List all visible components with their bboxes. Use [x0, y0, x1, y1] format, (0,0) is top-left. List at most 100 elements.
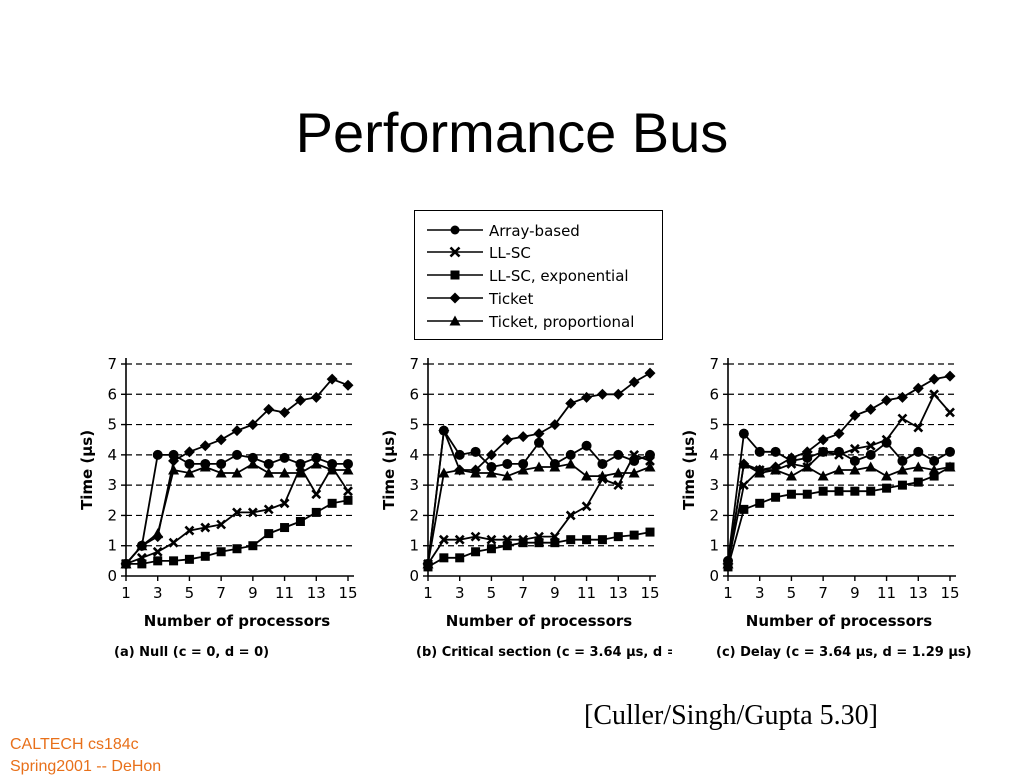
data-point — [629, 449, 640, 460]
data-point — [549, 461, 561, 472]
data-point — [882, 483, 892, 493]
circle-marker-icon — [427, 225, 483, 235]
data-point — [613, 532, 623, 542]
data-point — [818, 486, 828, 496]
data-point — [945, 446, 955, 457]
data-point — [199, 440, 211, 452]
data-point — [311, 507, 321, 517]
data-point — [343, 458, 353, 469]
data-point — [849, 455, 860, 466]
data-point — [565, 458, 577, 469]
y-tick-label: 2 — [709, 506, 719, 524]
data-point — [311, 452, 322, 463]
data-point — [913, 446, 924, 457]
data-point — [517, 431, 529, 443]
data-point — [581, 440, 592, 451]
data-point — [232, 507, 242, 518]
data-point — [929, 389, 940, 400]
data-point — [184, 554, 194, 564]
data-point — [184, 525, 195, 536]
data-point — [912, 382, 924, 394]
data-point — [833, 464, 845, 475]
data-point — [739, 504, 749, 514]
series-ll-sc-exponential — [723, 462, 955, 572]
legend-item-ticket: Ticket — [415, 288, 662, 310]
x-tick-label: 13 — [307, 584, 326, 602]
data-point — [295, 458, 306, 469]
x-axis-title: Number of processors — [746, 612, 933, 630]
legend-label: LL-SC, exponential — [489, 267, 629, 285]
data-point — [881, 434, 892, 445]
series-ll-sc-exponential — [121, 495, 353, 569]
data-point — [183, 446, 195, 458]
data-point — [613, 480, 624, 491]
y-tick-label: 2 — [107, 506, 117, 524]
data-point — [785, 452, 797, 464]
y-tick-label: 1 — [409, 537, 419, 555]
data-point — [896, 391, 908, 403]
x-tick-label: 5 — [487, 584, 497, 602]
legend-label: Ticket, proportional — [489, 313, 635, 331]
data-point — [501, 434, 513, 446]
data-point — [231, 425, 243, 437]
y-tick-label: 3 — [409, 476, 419, 494]
data-point — [279, 452, 290, 463]
x-tick-label: 9 — [248, 584, 258, 602]
data-point — [168, 455, 180, 467]
data-point — [849, 409, 861, 421]
data-point — [422, 558, 434, 569]
data-point — [501, 470, 513, 481]
data-point — [342, 379, 354, 391]
data-point — [881, 470, 893, 481]
data-point — [817, 470, 829, 481]
data-point — [470, 446, 481, 457]
data-point — [343, 495, 353, 505]
legend-label: Ticket — [489, 290, 534, 308]
data-point — [771, 492, 781, 502]
data-point — [455, 553, 465, 563]
data-point — [865, 449, 876, 460]
data-point — [486, 534, 497, 545]
data-point — [153, 556, 163, 566]
y-tick-label: 6 — [409, 385, 419, 403]
legend-item-ll-sc: LL-SC — [415, 242, 662, 264]
x-tick-label: 7 — [518, 584, 528, 602]
data-point — [438, 534, 449, 545]
x-tick-label: 13 — [609, 584, 628, 602]
data-point — [518, 458, 529, 469]
data-point — [454, 464, 466, 475]
data-point — [612, 388, 624, 400]
y-tick-label: 4 — [709, 446, 719, 464]
data-point — [738, 458, 750, 469]
diamond-marker-icon — [427, 292, 483, 304]
y-tick-label: 6 — [709, 385, 719, 403]
x-tick-label: 1 — [121, 584, 131, 602]
data-point — [944, 370, 956, 382]
data-point — [248, 541, 258, 551]
data-point — [817, 434, 829, 446]
data-point — [929, 471, 939, 481]
data-point — [833, 428, 845, 440]
data-point — [247, 507, 258, 518]
data-point — [612, 467, 624, 478]
data-point — [280, 523, 290, 533]
data-point — [247, 458, 259, 469]
data-point — [628, 376, 640, 388]
data-point — [533, 461, 545, 472]
series-ticket-proportional — [422, 458, 656, 569]
data-point — [850, 486, 860, 496]
data-point — [928, 373, 940, 385]
data-point — [912, 461, 924, 472]
x-tick-label: 15 — [338, 584, 357, 602]
data-point — [502, 458, 513, 469]
data-point — [581, 391, 593, 403]
data-point — [485, 449, 497, 461]
data-point — [534, 437, 544, 448]
y-tick-label: 1 — [107, 537, 117, 555]
x-tick-label: 9 — [550, 584, 560, 602]
data-point — [897, 480, 907, 490]
y-tick-label: 5 — [107, 416, 117, 434]
y-axis-title: Time (μs) — [78, 430, 96, 510]
data-point — [865, 403, 877, 415]
